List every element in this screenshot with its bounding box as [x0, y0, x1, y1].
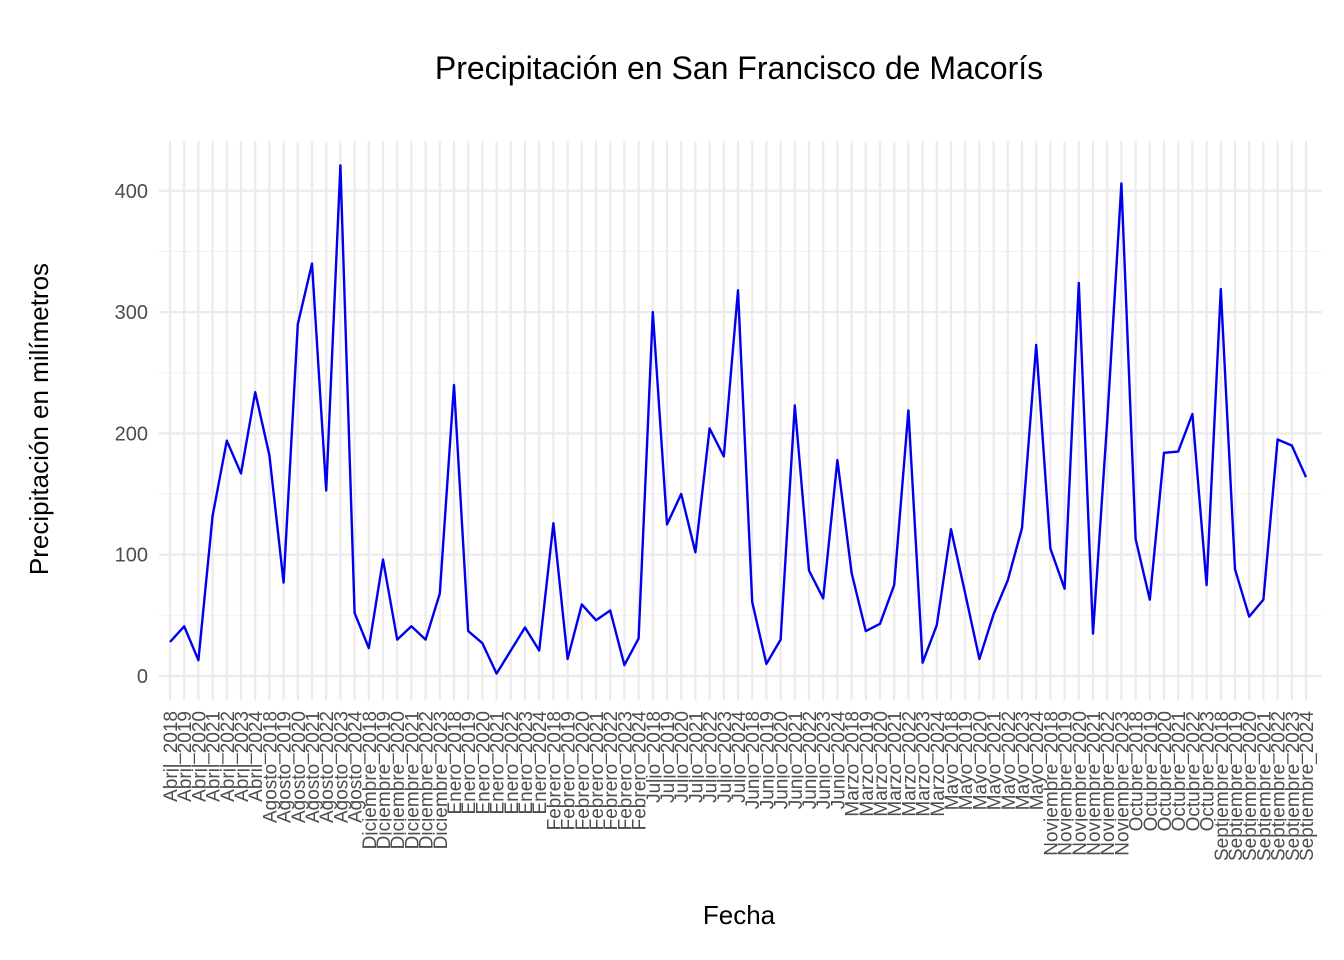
x-tick-label: Julio_2023 — [715, 711, 736, 803]
x-tick-label: Agosto_2018 — [260, 711, 281, 823]
x-tick-label: Abril_2024 — [246, 711, 267, 802]
y-axis-title: Precipitación en milímetros — [24, 263, 54, 575]
x-tick-label: Diciembre_2023 — [431, 711, 452, 849]
x-tick-label: Febrero_2023 — [615, 711, 636, 830]
x-tick-label: Marzo_2024 — [928, 711, 949, 817]
x-tick-label: Enero_2024 — [530, 711, 551, 815]
x-tick-label: Abril_2023 — [232, 711, 253, 802]
x-tick-label: Junio_2021 — [786, 711, 807, 809]
x-tick-label: Abril_2019 — [175, 711, 196, 802]
x-tick-label: Abril_2020 — [189, 711, 210, 802]
x-tick-label: Marzo_2020 — [871, 711, 892, 817]
y-tick-label: 400 — [115, 181, 148, 203]
x-tick-label: Junio_2024 — [828, 711, 849, 810]
chart-title: Precipitación en San Francisco de Macorí… — [435, 50, 1043, 86]
x-tick-label: Marzo_2023 — [914, 711, 935, 817]
x-tick-label: Abril_2018 — [161, 711, 182, 802]
x-tick-label: Octubre_2023 — [1198, 711, 1219, 831]
y-tick-label: 100 — [115, 545, 148, 567]
x-tick-label: Marzo_2018 — [843, 711, 864, 817]
x-tick-label: Marzo_2019 — [857, 711, 878, 817]
x-tick-label: Septiembre_2020 — [1240, 711, 1261, 861]
y-tick-label: 200 — [115, 423, 148, 445]
x-tick-label: Enero_2023 — [516, 711, 537, 815]
x-tick-label: Octubre_2021 — [1169, 711, 1190, 831]
x-tick-label: Mayo_2022 — [999, 711, 1020, 810]
x-tick-label: Mayo_2020 — [970, 711, 991, 810]
x-tick-label: Agosto_2022 — [317, 711, 338, 823]
x-tick-label: Febrero_2021 — [587, 711, 608, 830]
series-layer — [169, 164, 1308, 675]
x-tick-label: Diciembre_2019 — [374, 711, 395, 849]
x-tick-label: Julio_2024 — [729, 711, 750, 803]
x-tick-label: Noviembre_2018 — [1041, 711, 1062, 856]
x-tick-label: Octubre_2018 — [1127, 711, 1148, 831]
x-tick-label: Enero_2020 — [473, 711, 494, 815]
x-tick-label: Febrero_2019 — [559, 711, 580, 830]
x-tick-label: Junio_2018 — [743, 711, 764, 809]
x-tick-label: Mayo_2019 — [956, 711, 977, 810]
x-axis-title: Fecha — [703, 900, 776, 930]
x-tick-label: Agosto_2020 — [289, 711, 310, 823]
x-tick-label: Noviembre_2021 — [1084, 711, 1105, 856]
x-tick-label: Agosto_2019 — [275, 711, 296, 823]
x-tick-label: Diciembre_2022 — [417, 711, 438, 849]
x-tick-label: Diciembre_2018 — [360, 711, 381, 849]
x-tick-label: Agosto_2023 — [331, 711, 352, 823]
x-tick-label: Septiembre_2021 — [1254, 711, 1275, 861]
x-tick-label: Noviembre_2019 — [1056, 711, 1077, 856]
x-tick-label: Febrero_2020 — [573, 711, 594, 830]
x-tick-label: Abril_2021 — [204, 711, 225, 802]
x-tick-label: Junio_2023 — [814, 711, 835, 809]
x-tick-label: Febrero_2024 — [630, 711, 651, 831]
y-tick-label: 300 — [115, 302, 148, 324]
x-tick-label: Noviembre_2020 — [1070, 711, 1091, 856]
x-tick-label: Julio_2022 — [701, 711, 722, 803]
x-tick-label: Agosto_2021 — [303, 711, 324, 823]
x-tick-label: Enero_2018 — [445, 711, 466, 815]
grid-lines — [159, 141, 1322, 700]
x-tick-label: Agosto_2024 — [346, 711, 367, 823]
x-tick-label: Mayo_2024 — [1027, 711, 1048, 811]
x-tick-label: Julio_2018 — [644, 711, 665, 803]
x-tick-label: Diciembre_2021 — [402, 711, 423, 849]
x-tick-label: Julio_2021 — [686, 711, 707, 803]
x-tick-label: Febrero_2018 — [544, 711, 565, 830]
x-tick-label: Enero_2019 — [459, 711, 480, 815]
x-tick-label: Septiembre_2023 — [1283, 711, 1304, 861]
x-tick-label: Junio_2019 — [757, 711, 778, 809]
x-tick-label: Julio_2019 — [658, 711, 679, 803]
x-tick-label: Junio_2020 — [772, 711, 793, 809]
x-tick-label: Octubre_2020 — [1155, 711, 1176, 831]
x-tick-label: Noviembre_2023 — [1112, 711, 1133, 856]
x-tick-label: Junio_2022 — [800, 711, 821, 809]
y-tick-labels: 0 100 200 300 400 — [115, 181, 148, 688]
x-tick-label: Marzo_2021 — [885, 711, 906, 817]
x-tick-label: Septiembre_2019 — [1226, 711, 1247, 861]
x-tick-label: Septiembre_2024 — [1297, 711, 1318, 861]
precipitation-line — [169, 164, 1308, 675]
x-tick-label: Mayo_2023 — [1013, 711, 1034, 810]
x-tick-labels: Abril_2018Abril_2019Abril_2020Abril_2021… — [161, 711, 1318, 861]
x-tick-label: Mayo_2021 — [985, 711, 1006, 810]
x-tick-label: Diciembre_2020 — [388, 711, 409, 849]
x-tick-label: Enero_2022 — [502, 711, 523, 815]
x-tick-label: Octubre_2022 — [1183, 711, 1204, 831]
x-tick-label: Abril_2022 — [218, 711, 239, 802]
x-tick-label: Enero_2021 — [488, 711, 509, 815]
x-tick-label: Septiembre_2018 — [1212, 711, 1233, 861]
x-tick-label: Noviembre_2022 — [1098, 711, 1119, 856]
x-tick-label: Mayo_2018 — [942, 711, 963, 810]
y-tick-label: 0 — [137, 666, 148, 688]
x-tick-label: Julio_2020 — [672, 711, 693, 803]
x-tick-label: Marzo_2022 — [899, 711, 920, 817]
x-tick-label: Octubre_2019 — [1141, 711, 1162, 831]
x-tick-label: Septiembre_2022 — [1269, 711, 1290, 861]
x-tick-label: Febrero_2022 — [601, 711, 622, 830]
